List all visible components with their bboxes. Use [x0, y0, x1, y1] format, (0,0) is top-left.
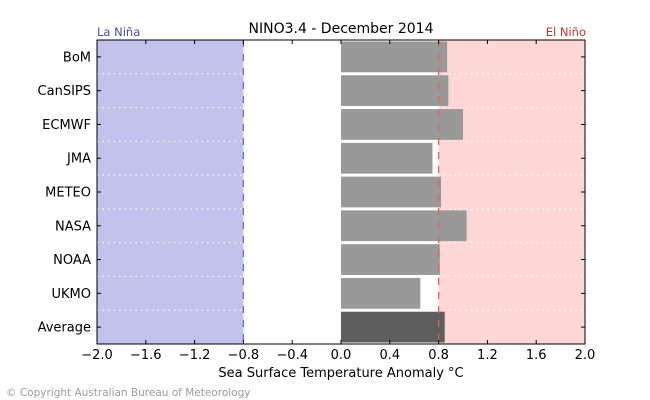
y-tick-label: JMA [66, 152, 91, 167]
y-tick-label: ECMWF [42, 118, 91, 133]
el-nino-region [438, 40, 585, 344]
y-tick-label: BoM [63, 50, 91, 65]
x-tick-label: 2.0 [575, 348, 596, 363]
bar-cansips [341, 75, 449, 107]
x-tick-label: −0.4 [276, 348, 308, 363]
x-tick-label: −1.2 [179, 348, 211, 363]
el-nino-label: El Niño [546, 25, 586, 39]
x-tick-label: 0.0 [331, 348, 352, 363]
bar-average [341, 311, 445, 343]
x-tick-label: 0.4 [379, 348, 400, 363]
x-tick-label: 1.6 [526, 348, 547, 363]
bar-bom [341, 41, 448, 73]
x-tick-label: 0.8 [428, 348, 449, 363]
chart-title: NINO3.4 - December 2014 [249, 21, 434, 37]
bar-noaa [341, 244, 440, 275]
copyright-notice: © Copyright Australian Bureau of Meteoro… [6, 387, 250, 399]
bar-ukmo [341, 277, 421, 309]
y-tick-label: NASA [55, 219, 91, 234]
x-axis-label: Sea Surface Temperature Anomaly °C [218, 366, 463, 381]
bar-ecmwf [341, 109, 463, 140]
x-tick-label: −1.6 [130, 348, 162, 363]
la-nina-label: La Niña [97, 25, 140, 39]
x-tick-label: 1.2 [477, 348, 498, 363]
x-tick-label: −2.0 [81, 348, 113, 363]
bar-nasa [341, 210, 467, 242]
bar-meteo [341, 176, 442, 208]
bar-jma [341, 142, 433, 174]
y-tick-label: UKMO [52, 287, 92, 302]
y-tick-label: NOAA [53, 253, 91, 268]
x-tick-label: −0.8 [228, 348, 260, 363]
y-tick-label: Average [38, 321, 91, 336]
la-nina-region [97, 40, 244, 344]
y-tick-label: CanSIPS [38, 84, 91, 99]
y-tick-label: METEO [45, 186, 91, 201]
